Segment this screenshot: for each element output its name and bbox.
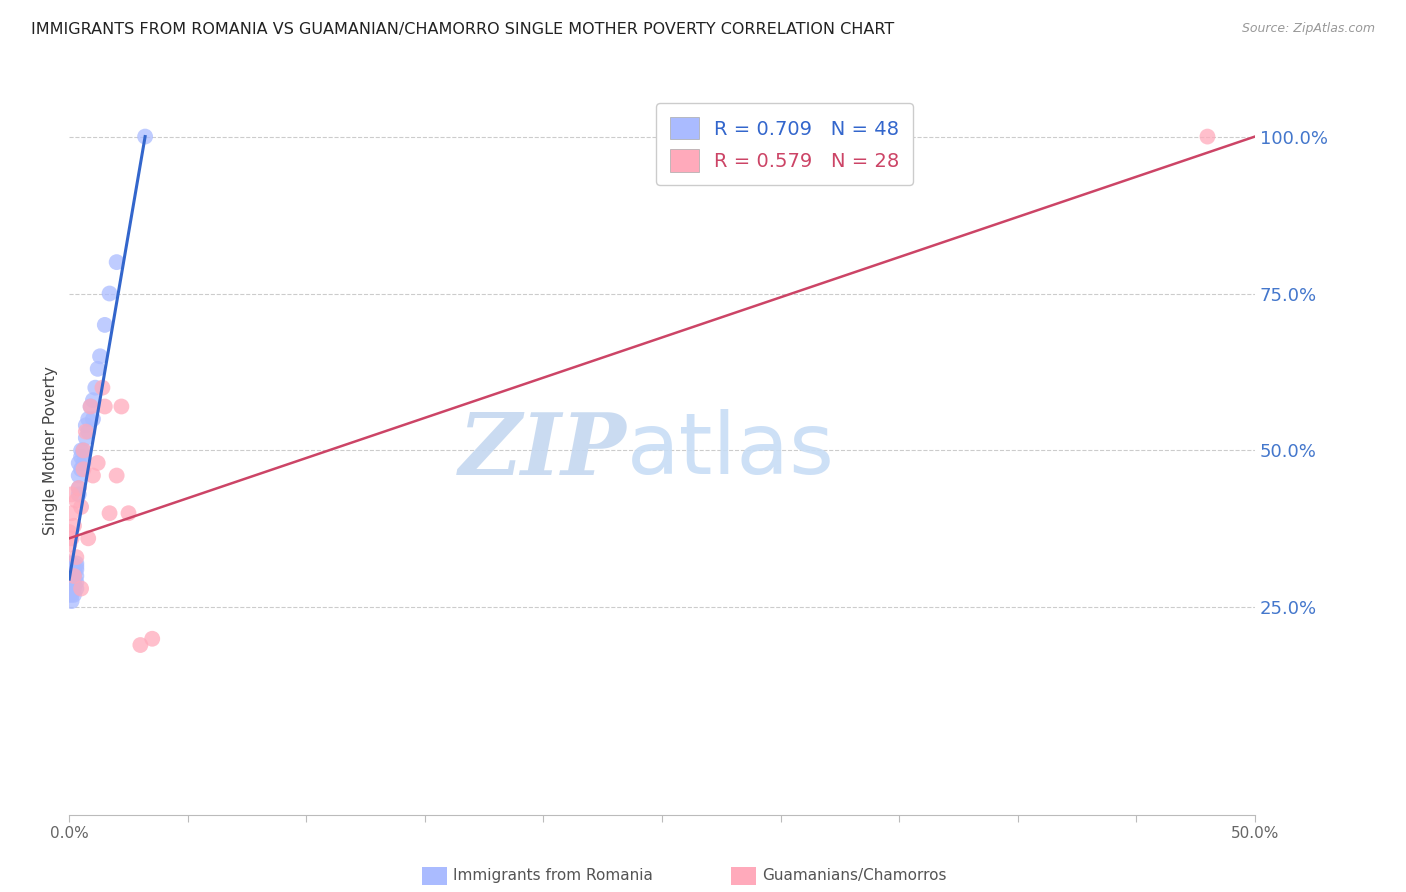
Point: [79, 400, 101, 414]
Y-axis label: Single Mother Poverty: Single Mother Poverty: [44, 366, 58, 535]
Point: [58, 524, 80, 539]
Point: [60, 582, 83, 596]
Point: [1197, 129, 1219, 144]
Point: [77, 412, 100, 426]
Point: [65, 550, 87, 565]
Point: [58, 538, 80, 552]
Point: [84, 381, 107, 395]
Point: [89, 349, 111, 363]
Legend: R = 0.709   N = 48, R = 0.579   N = 28: R = 0.709 N = 48, R = 0.579 N = 28: [657, 103, 912, 186]
Point: [65, 559, 87, 574]
Point: [60, 594, 83, 608]
Point: [72, 456, 94, 470]
Point: [75, 425, 97, 439]
Point: [86, 361, 108, 376]
Point: [63, 563, 86, 577]
Point: [65, 557, 87, 571]
Text: atlas: atlas: [627, 409, 835, 491]
Text: Immigrants from Romania: Immigrants from Romania: [453, 869, 652, 883]
Point: [72, 462, 94, 476]
Point: [75, 418, 97, 433]
Point: [65, 582, 87, 596]
Point: [63, 569, 86, 583]
Point: [86, 456, 108, 470]
Point: [65, 493, 87, 508]
Point: [67, 487, 90, 501]
Point: [60, 575, 83, 590]
Point: [63, 518, 86, 533]
Point: [70, 500, 93, 514]
Point: [70, 443, 93, 458]
Point: [70, 462, 93, 476]
Point: [60, 569, 83, 583]
Point: [129, 638, 152, 652]
Point: [82, 412, 104, 426]
Point: [134, 129, 156, 144]
Point: [60, 588, 83, 602]
Point: [105, 468, 128, 483]
Point: [70, 582, 93, 596]
Point: [67, 456, 90, 470]
Point: [82, 468, 104, 483]
Text: Guamanians/Chamorros: Guamanians/Chamorros: [762, 869, 946, 883]
Point: [63, 575, 86, 590]
Point: [58, 588, 80, 602]
Point: [117, 506, 139, 520]
Point: [60, 531, 83, 545]
Point: [91, 381, 114, 395]
Point: [60, 487, 83, 501]
Point: [141, 632, 163, 646]
Point: [105, 255, 128, 269]
Point: [72, 443, 94, 458]
Point: [77, 425, 100, 439]
Point: [65, 569, 87, 583]
Point: [98, 286, 121, 301]
Point: [58, 569, 80, 583]
Point: [60, 506, 83, 520]
Point: [63, 566, 86, 580]
Point: [67, 481, 90, 495]
Point: [82, 393, 104, 408]
Point: [58, 572, 80, 586]
Point: [75, 431, 97, 445]
Point: [70, 450, 93, 464]
Point: [98, 506, 121, 520]
Point: [94, 400, 117, 414]
Point: [60, 563, 83, 577]
Point: [65, 563, 87, 577]
Point: [63, 569, 86, 583]
Point: [63, 582, 86, 596]
Point: [63, 588, 86, 602]
Text: Source: ZipAtlas.com: Source: ZipAtlas.com: [1241, 22, 1375, 36]
Point: [65, 575, 87, 590]
Point: [94, 318, 117, 332]
Text: IMMIGRANTS FROM ROMANIA VS GUAMANIAN/CHAMORRO SINGLE MOTHER POVERTY CORRELATION : IMMIGRANTS FROM ROMANIA VS GUAMANIAN/CHA…: [31, 22, 894, 37]
Point: [58, 557, 80, 571]
Point: [77, 531, 100, 545]
Point: [79, 400, 101, 414]
Point: [72, 443, 94, 458]
Point: [60, 557, 83, 571]
Point: [67, 468, 90, 483]
Point: [110, 400, 132, 414]
Point: [58, 582, 80, 596]
Point: [67, 481, 90, 495]
Text: ZIP: ZIP: [458, 409, 627, 492]
Point: [58, 563, 80, 577]
